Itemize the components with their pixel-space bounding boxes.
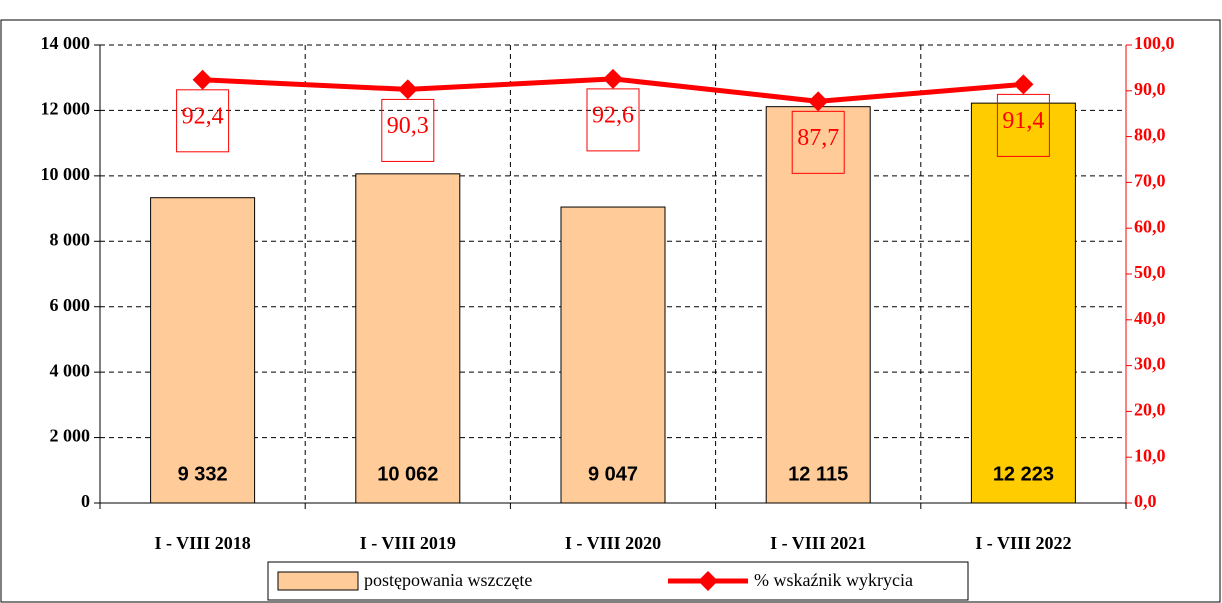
line-marker <box>603 68 623 89</box>
y2-tick-label: 40,0 <box>1134 308 1166 328</box>
bar-value-label: 10 062 <box>377 463 438 485</box>
y2-tick-label: 10,0 <box>1134 445 1166 465</box>
y-tick-label: 8 000 <box>50 229 91 249</box>
value-label-box <box>176 89 230 153</box>
bar-value-label: 12 223 <box>993 463 1054 485</box>
line-marker <box>1013 74 1034 95</box>
bar <box>355 173 461 504</box>
y2-tick-label: 50,0 <box>1134 262 1166 282</box>
y2-tick-label: 0,0 <box>1134 491 1157 511</box>
bar <box>765 106 871 504</box>
line-marker <box>192 69 213 90</box>
y2-tick-label: 60,0 <box>1134 216 1166 236</box>
y2-tick-label: 70,0 <box>1134 171 1166 191</box>
line-value-label: 92,6 <box>592 102 634 128</box>
y-tick-label: 14 000 <box>41 33 91 53</box>
value-label-box <box>791 110 845 174</box>
legend-marker <box>698 571 718 591</box>
legend-label: postępowania wszczęte <box>364 570 532 590</box>
bar <box>560 206 666 504</box>
y2-tick-label: 30,0 <box>1134 354 1166 374</box>
line-marker <box>808 91 829 112</box>
bar-value-label: 9 047 <box>588 463 638 485</box>
bar <box>150 197 256 504</box>
x-tick-label: I - VIII 2019 <box>360 533 456 553</box>
x-tick-label: I - VIII 2018 <box>155 533 251 553</box>
value-label-box <box>586 88 640 152</box>
line-value-label: 91,4 <box>1002 108 1044 134</box>
legend-swatch <box>277 571 359 591</box>
bar-value-label: 12 115 <box>788 463 848 485</box>
y-tick-label: 2 000 <box>50 426 91 446</box>
line-value-label: 90,3 <box>387 113 429 139</box>
chart-frame <box>0 19 1221 603</box>
y2-tick-label: 90,0 <box>1134 79 1166 99</box>
bar <box>970 102 1076 504</box>
bar-value-label: 9 332 <box>178 463 228 485</box>
y-tick-label: 6 000 <box>50 295 91 315</box>
x-tick-label: I - VIII 2022 <box>975 533 1071 553</box>
y2-tick-label: 80,0 <box>1134 125 1166 145</box>
legend-box <box>267 561 969 601</box>
y2-tick-label: 100,0 <box>1134 33 1175 53</box>
line-value-label: 87,7 <box>797 125 839 151</box>
value-label-box <box>381 98 435 162</box>
value-label-box <box>996 93 1050 157</box>
y-tick-label: 10 000 <box>41 164 91 184</box>
x-tick-label: I - VIII 2020 <box>565 533 661 553</box>
y-tick-label: 4 000 <box>50 360 91 380</box>
line-marker <box>397 79 418 100</box>
line-value-label: 92,4 <box>182 103 224 129</box>
y-tick-label: 12 000 <box>41 99 91 119</box>
legend-label: % wskaźnik wykrycia <box>754 570 913 590</box>
y2-tick-label: 20,0 <box>1134 400 1166 420</box>
x-tick-label: I - VIII 2021 <box>770 533 866 553</box>
y-tick-label: 0 <box>81 491 90 511</box>
